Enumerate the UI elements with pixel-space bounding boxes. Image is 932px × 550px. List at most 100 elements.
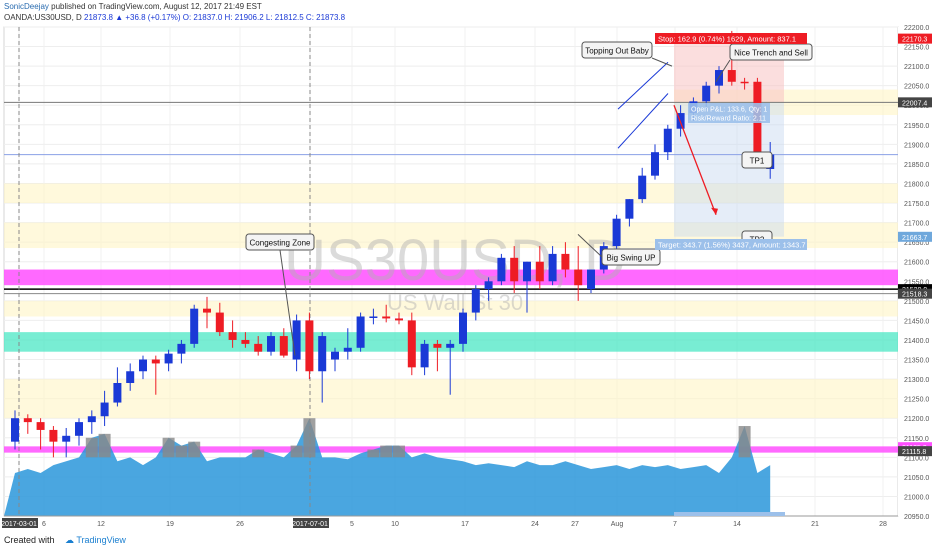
y-tick-label: 22200.0 bbox=[904, 25, 929, 32]
candle-body bbox=[484, 281, 493, 290]
callout-trench: Nice Trench and Sell bbox=[734, 49, 808, 58]
candle-body bbox=[11, 418, 19, 442]
symbol-name[interactable]: OANDA:US30USD, D bbox=[4, 13, 82, 22]
x-tick-label: 24 bbox=[531, 521, 539, 528]
zone-magenta bbox=[4, 269, 898, 286]
price-tag-bg bbox=[898, 33, 932, 44]
candle-body bbox=[151, 359, 160, 364]
zone-yellow bbox=[4, 379, 898, 419]
x-tick-label: 27 bbox=[571, 521, 579, 528]
candle-body bbox=[753, 81, 762, 168]
candle-body bbox=[395, 318, 403, 321]
callout-tp1-box bbox=[741, 151, 773, 169]
callout-topping-out-box bbox=[581, 41, 653, 59]
candle-body bbox=[75, 422, 83, 436]
price-tag: 22170.3 bbox=[902, 37, 927, 44]
candle-body bbox=[510, 257, 519, 282]
created-with-text: Created with bbox=[4, 535, 55, 545]
zone-yellow bbox=[4, 300, 898, 317]
y-tick-label: 20950.0 bbox=[904, 514, 929, 521]
candle-body bbox=[638, 175, 647, 200]
y-tick-label: 21600.0 bbox=[904, 260, 929, 267]
author-link[interactable]: SonicDeejay bbox=[4, 2, 49, 11]
candle-body bbox=[459, 312, 467, 344]
y-tick-label: 21800.0 bbox=[904, 181, 929, 188]
candle-body bbox=[497, 257, 506, 282]
target-label: Target: 343.7 (1.56%) 3437, Amount: 1343… bbox=[658, 241, 806, 250]
candle-body bbox=[548, 253, 557, 282]
x-tick-label: 21 bbox=[811, 521, 819, 528]
volume-bar bbox=[85, 437, 98, 458]
y-tick-label: 21500.0 bbox=[904, 299, 929, 306]
x-tick-label: 26 bbox=[236, 521, 244, 528]
price-tag-bg bbox=[898, 446, 932, 457]
x-tick-label: 12 bbox=[97, 521, 105, 528]
candle-body bbox=[177, 343, 186, 354]
y-tick-label: 21200.0 bbox=[904, 416, 929, 423]
pnl-label-bg bbox=[688, 103, 770, 123]
candle-body bbox=[190, 308, 199, 344]
x-tick-label: 19 bbox=[166, 521, 174, 528]
candle-body bbox=[23, 418, 32, 423]
target-label-bg bbox=[655, 239, 807, 250]
stop-label-bg bbox=[655, 33, 807, 44]
y-tick-label: 22150.0 bbox=[904, 45, 929, 52]
candle-body bbox=[574, 269, 583, 286]
footer-brand: Created with ☁ TradingView bbox=[4, 535, 126, 546]
candle-body bbox=[318, 336, 327, 372]
candle-body bbox=[740, 81, 749, 84]
candle-body bbox=[36, 422, 45, 430]
x-date-tag-bg bbox=[293, 518, 329, 528]
y-tick-label: 21300.0 bbox=[904, 377, 929, 384]
candle-body bbox=[612, 218, 621, 247]
candle-body bbox=[523, 261, 531, 282]
watermark-name: US Wall St 30 bbox=[387, 290, 523, 315]
candle-body bbox=[215, 312, 224, 333]
callout-topping-out: Topping Out Baby bbox=[585, 47, 649, 56]
price-tag: 22007.4 bbox=[902, 100, 927, 107]
price-tag-bg bbox=[898, 97, 932, 108]
y-tick-label: 21250.0 bbox=[904, 397, 929, 404]
candle-body bbox=[49, 429, 58, 442]
zone-magenta bbox=[4, 446, 898, 453]
price-tag-bg bbox=[898, 288, 932, 299]
candle-body bbox=[254, 343, 263, 352]
y-tick-label: 22050.0 bbox=[904, 84, 929, 91]
x-tick-label: 2017-03-01 bbox=[1, 521, 37, 528]
y-tick-label: 21350.0 bbox=[904, 358, 929, 365]
x-tick-label: 6 bbox=[42, 521, 46, 528]
candle-body bbox=[356, 316, 365, 348]
y-tick-label: 21050.0 bbox=[904, 475, 929, 482]
y-tick-label: 21950.0 bbox=[904, 123, 929, 130]
volume-bar bbox=[98, 433, 111, 458]
candle-body bbox=[228, 332, 237, 340]
callout-big-swing: Big Swing UP bbox=[607, 254, 656, 263]
tradingview-logo: ☁ bbox=[65, 535, 75, 545]
rr-label: Risk/Reward Ratio: 2.11 bbox=[691, 116, 766, 123]
candle-body bbox=[702, 85, 711, 102]
volume-bar bbox=[175, 445, 188, 458]
candle-body bbox=[651, 152, 659, 176]
candle-body bbox=[113, 382, 122, 403]
callout-pointer bbox=[279, 249, 296, 356]
candle-body bbox=[433, 343, 442, 348]
zone-teal bbox=[4, 332, 898, 352]
y-tick-label: 21000.0 bbox=[904, 494, 929, 501]
published-text: published on TradingView.com, August 12,… bbox=[51, 2, 262, 11]
candle-body bbox=[663, 128, 672, 153]
arrow-line bbox=[673, 105, 717, 216]
candle-body bbox=[292, 320, 301, 360]
candle-body bbox=[382, 316, 391, 319]
tradingview-brand[interactable]: TradingView bbox=[76, 535, 126, 545]
stop-label: Stop: 162.9 (0.74%) 1629, Amount: 837.1 bbox=[658, 35, 796, 44]
candle-body bbox=[87, 416, 96, 423]
zone-yellow bbox=[4, 183, 898, 204]
position-range-marker bbox=[674, 512, 785, 516]
trend-line bbox=[617, 93, 669, 149]
target-zone bbox=[674, 102, 784, 237]
candle-body bbox=[561, 253, 570, 270]
pnl-label: Open P&L: 133.6, Qty: 1 bbox=[691, 107, 767, 114]
x-date-tag-bg bbox=[2, 518, 38, 528]
volume-bar bbox=[290, 445, 303, 458]
